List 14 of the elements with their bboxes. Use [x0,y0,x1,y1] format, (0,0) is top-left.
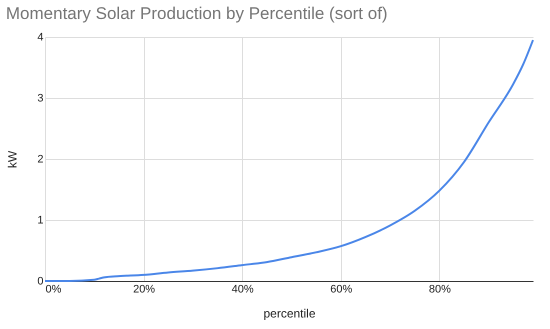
y-tick-label: 1 [37,214,44,226]
x-tick-label: 80% [428,284,452,296]
chart-title: Momentary Solar Production by Percentile (sort of) [6,4,388,23]
y-tick-label: 4 [37,32,44,44]
y-tick-label: 0 [37,276,44,288]
x-tick-label: 60% [330,284,352,296]
x-tick-label: 0% [46,284,62,296]
y-axis-title: kW [5,150,20,168]
line-series [44,39,534,282]
x-tick-label: 40% [232,284,254,296]
y-tick-label: 3 [37,92,44,104]
y-tick-label: 2 [37,154,44,166]
x-axis-title: percentile [263,306,316,320]
x-tick-label: 20% [133,284,156,296]
